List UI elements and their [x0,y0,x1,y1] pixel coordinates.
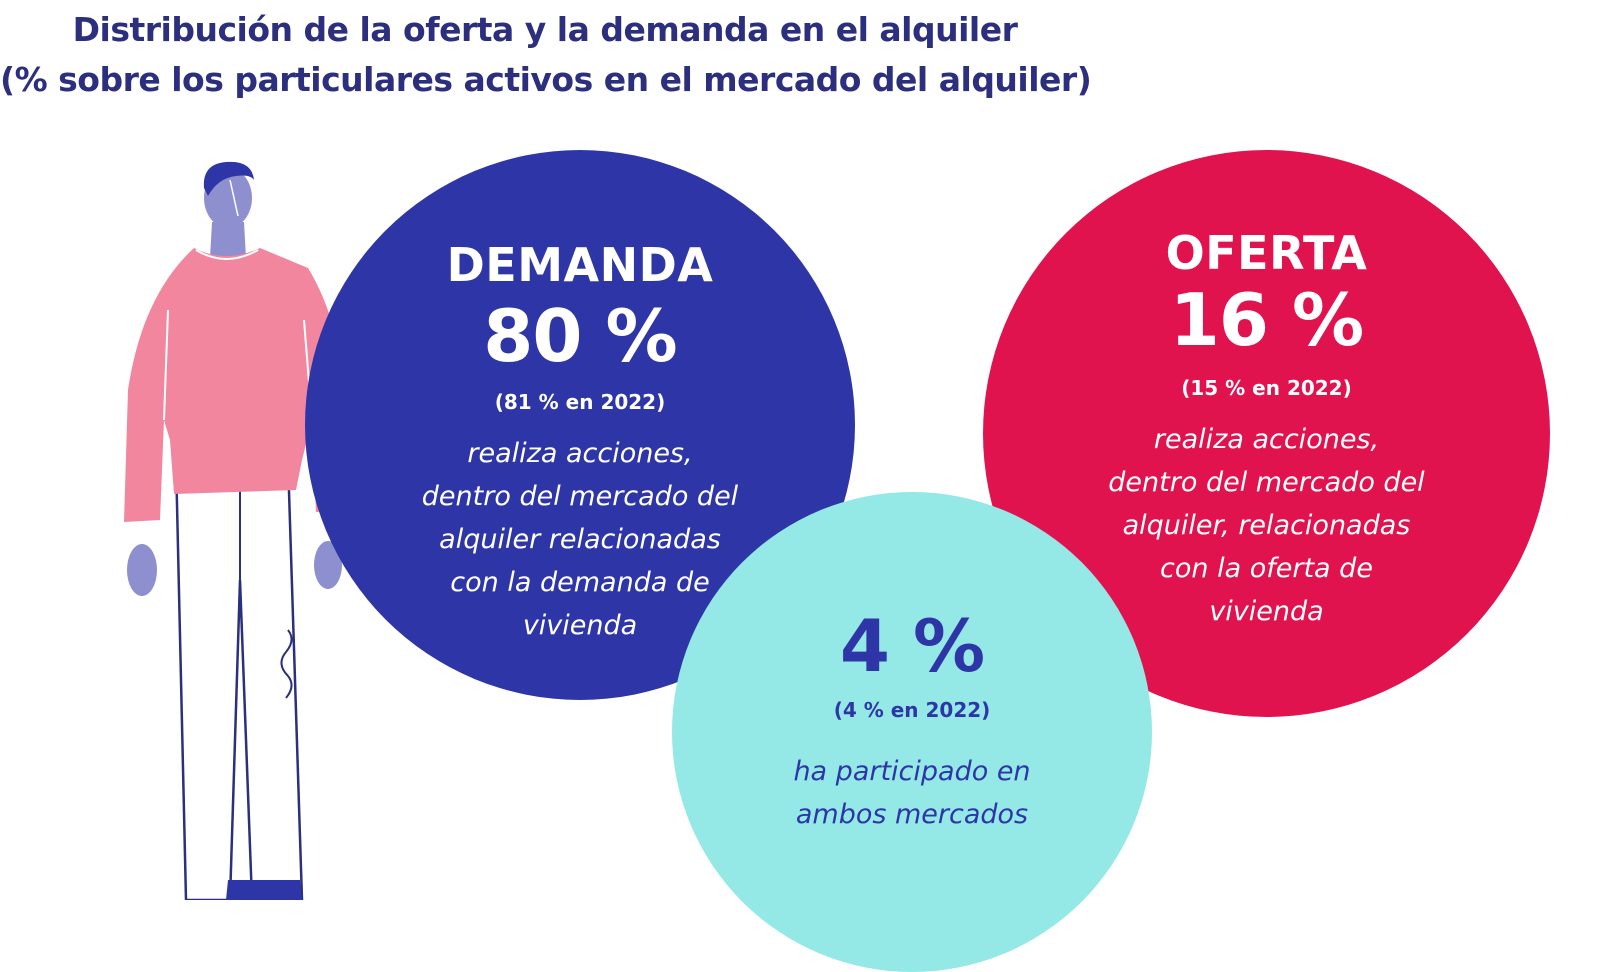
oferta-description-line: con la oferta de [1160,553,1373,584]
oferta-previous: (15 % en 2022) [1181,376,1352,400]
oferta-description: realiza acciones, dentro del mercado del… [983,418,1550,633]
demanda-description-line: vivienda [522,610,638,641]
ambos-previous: (4 % en 2022) [833,698,991,722]
ambos-description-line: ambos mercados [795,799,1029,830]
oferta-description-line: alquiler, relacionadas [1122,510,1411,541]
ambos-value: 4 % [839,604,985,688]
oferta-description-line: vivienda [1209,596,1324,627]
demanda-description-line: dentro del mercado del [421,481,739,512]
person-illustration-icon [124,161,348,900]
chart-title: Distribución de la oferta y la demanda e… [72,10,1018,49]
oferta-value: 16 % [1169,278,1364,362]
demanda-value: 80 % [483,294,677,378]
ambos-circle: 4 % (4 % en 2022) ha participado en ambo… [672,492,1152,972]
oferta-label: OFERTA [1165,226,1368,280]
demanda-previous: (81 % en 2022) [494,390,666,414]
oferta-description-line: dentro del mercado del [1108,467,1425,498]
ambos-description: ha participado en ambos mercados [672,750,1152,836]
demanda-description-line: con la demanda de [450,567,710,598]
demanda-description: realiza acciones, dentro del mercado del… [305,432,855,647]
chart-subtitle: (% sobre los particulares activos en el … [0,60,1092,99]
oferta-description-line: realiza acciones, [1153,424,1380,455]
demanda-description-line: alquiler relacionadas [439,524,721,555]
demanda-description-line: realiza acciones, [467,438,693,469]
ambos-description-line: ha participado en [793,756,1031,787]
demanda-label: DEMANDA [446,238,714,292]
